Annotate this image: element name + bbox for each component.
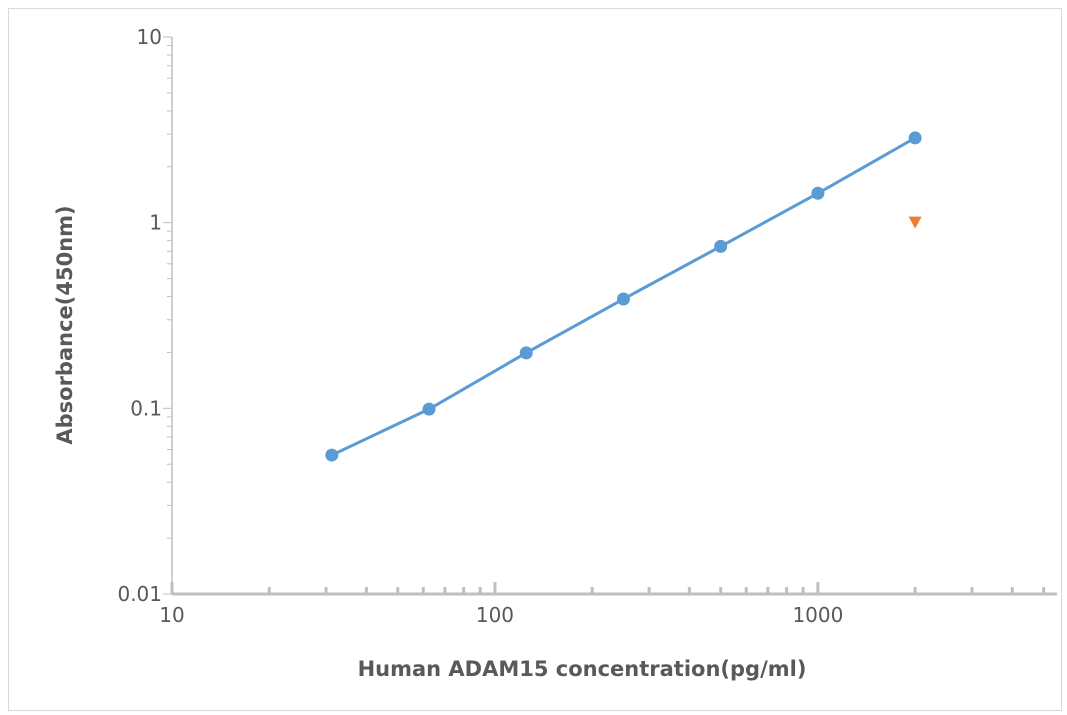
x-axis-title: Human ADAM15 concentration(pg/ml) xyxy=(358,657,807,681)
x-tick-label: 100 xyxy=(476,603,514,627)
x-tick-label: 1000 xyxy=(792,603,843,627)
data-point xyxy=(325,448,339,462)
y-tick-label: 0.1 xyxy=(130,396,162,420)
x-tick-label: 10 xyxy=(159,603,184,627)
y-axis-title: Absorbance(450nm) xyxy=(53,205,77,444)
data-point xyxy=(519,346,533,360)
y-tick-label: 1 xyxy=(149,211,162,235)
data-point xyxy=(616,292,630,306)
data-point xyxy=(908,216,922,229)
data-point xyxy=(811,186,825,200)
y-tick-label: 10 xyxy=(137,25,162,49)
data-point xyxy=(714,239,728,253)
axes: 0.01 0.1 1 10 10 100 1000 xyxy=(117,25,1057,627)
y-tick-label: 0.01 xyxy=(117,582,162,606)
series-layer xyxy=(325,131,922,462)
data-point xyxy=(422,402,436,416)
data-point xyxy=(908,131,922,145)
